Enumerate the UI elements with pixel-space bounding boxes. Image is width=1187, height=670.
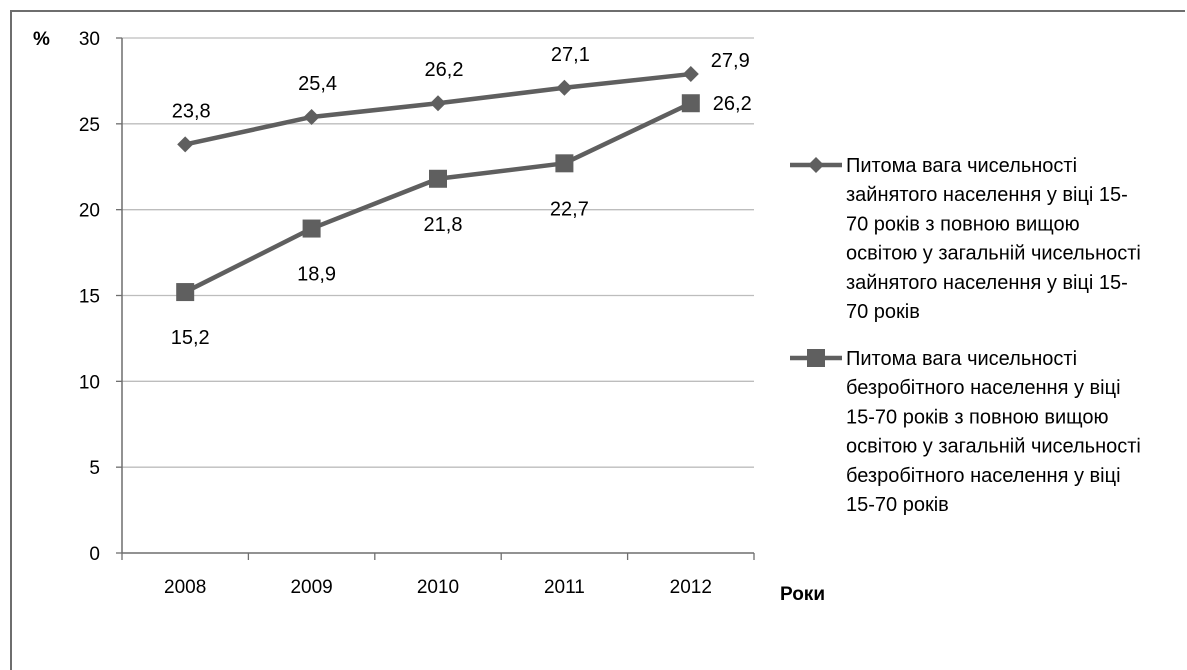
series-1-data-label: 27,1 — [551, 44, 590, 66]
series-2 — [176, 94, 700, 302]
legend-label-line: освітою у загальній чисельності — [846, 436, 1141, 458]
legend-label-line: Питома вага чисельності — [846, 155, 1077, 177]
legend-label-line: безробітного населення у віці — [846, 377, 1121, 399]
series-1-point — [430, 95, 446, 112]
legend-label-line: зайнятого населення у віці 15- — [846, 184, 1128, 206]
series-2-data-label: 22,7 — [550, 198, 589, 220]
series-1-data-label: 26,2 — [425, 59, 464, 81]
series-1 — [177, 66, 699, 153]
series-2-data-label: 18,9 — [297, 264, 336, 286]
x-tick-label: 2012 — [670, 577, 712, 598]
y-axis-title: % — [33, 29, 50, 50]
x-tick-label: 2008 — [164, 577, 206, 598]
series-1-data-label: 25,4 — [298, 73, 337, 95]
legend-entry-2: Питома вага чисельності безробітного насе… — [790, 348, 1141, 516]
series-1-point — [682, 66, 699, 83]
series-2-data-label: 21,8 — [424, 214, 463, 236]
legend-label-line: 15-70 років — [846, 494, 949, 516]
series-1-data-label: 27,9 — [711, 50, 750, 72]
series-1-point — [556, 79, 573, 96]
y-tick-label: 25 — [79, 115, 100, 136]
chart-frame — [10, 10, 1185, 670]
y-tick-label: 10 — [79, 372, 100, 393]
legend-label-line: освітою у загальній чисельності — [846, 243, 1141, 265]
series-2-line — [184, 101, 692, 295]
y-tick-label: 0 — [89, 544, 100, 565]
series-2-point — [681, 94, 700, 113]
x-tick-label: 2010 — [417, 577, 459, 598]
series-2-point — [302, 219, 321, 238]
data-labels: 23,8 25,4 26,2 27,1 27,9 15,2 18,9 21,8 22,7 26,2 — [171, 44, 752, 349]
legend-label-line: 70 років — [846, 301, 920, 323]
x-tick-label: 2011 — [544, 577, 585, 598]
axes — [116, 37, 755, 560]
y-tick-label: 20 — [79, 201, 100, 222]
legend-label-line: безробітного населення у віці — [846, 465, 1121, 487]
series-2-point — [555, 154, 574, 173]
legend-swatch-marker — [808, 157, 824, 173]
series-2-data-label: 15,2 — [171, 327, 210, 349]
legend-label-line: 15-70 років з повною вищою — [846, 406, 1109, 428]
legend-swatch-marker — [807, 349, 825, 367]
series-1-point — [177, 136, 194, 153]
legend-label-line: 70 років з повною вищою — [846, 213, 1080, 235]
x-tick-label: 2009 — [290, 577, 332, 598]
series-2-data-label: 26,2 — [713, 93, 752, 115]
legend-label-line: зайнятого населення у віці 15- — [846, 272, 1128, 294]
y-tick-label: 30 — [79, 29, 100, 50]
series-1-point — [303, 108, 320, 125]
series-2-point — [429, 169, 447, 188]
x-axis-title: Роки — [780, 584, 825, 605]
series-1-data-label: 23,8 — [172, 100, 211, 122]
y-tick-label: 5 — [89, 458, 100, 479]
legend-entry-1: Питома вага чисельності зайнятого населен… — [790, 155, 1141, 323]
tick-labels: 0 5 10 15 20 25 30 2008 2009 2010 2011 2012 — [79, 29, 712, 598]
legend-label-line: Питома вага чисельності — [846, 348, 1077, 370]
series-2-point — [176, 283, 195, 302]
legend: Питома вага чисельності зайнятого населен… — [790, 155, 1141, 516]
y-tick-label: 15 — [79, 287, 100, 308]
series — [176, 66, 700, 302]
